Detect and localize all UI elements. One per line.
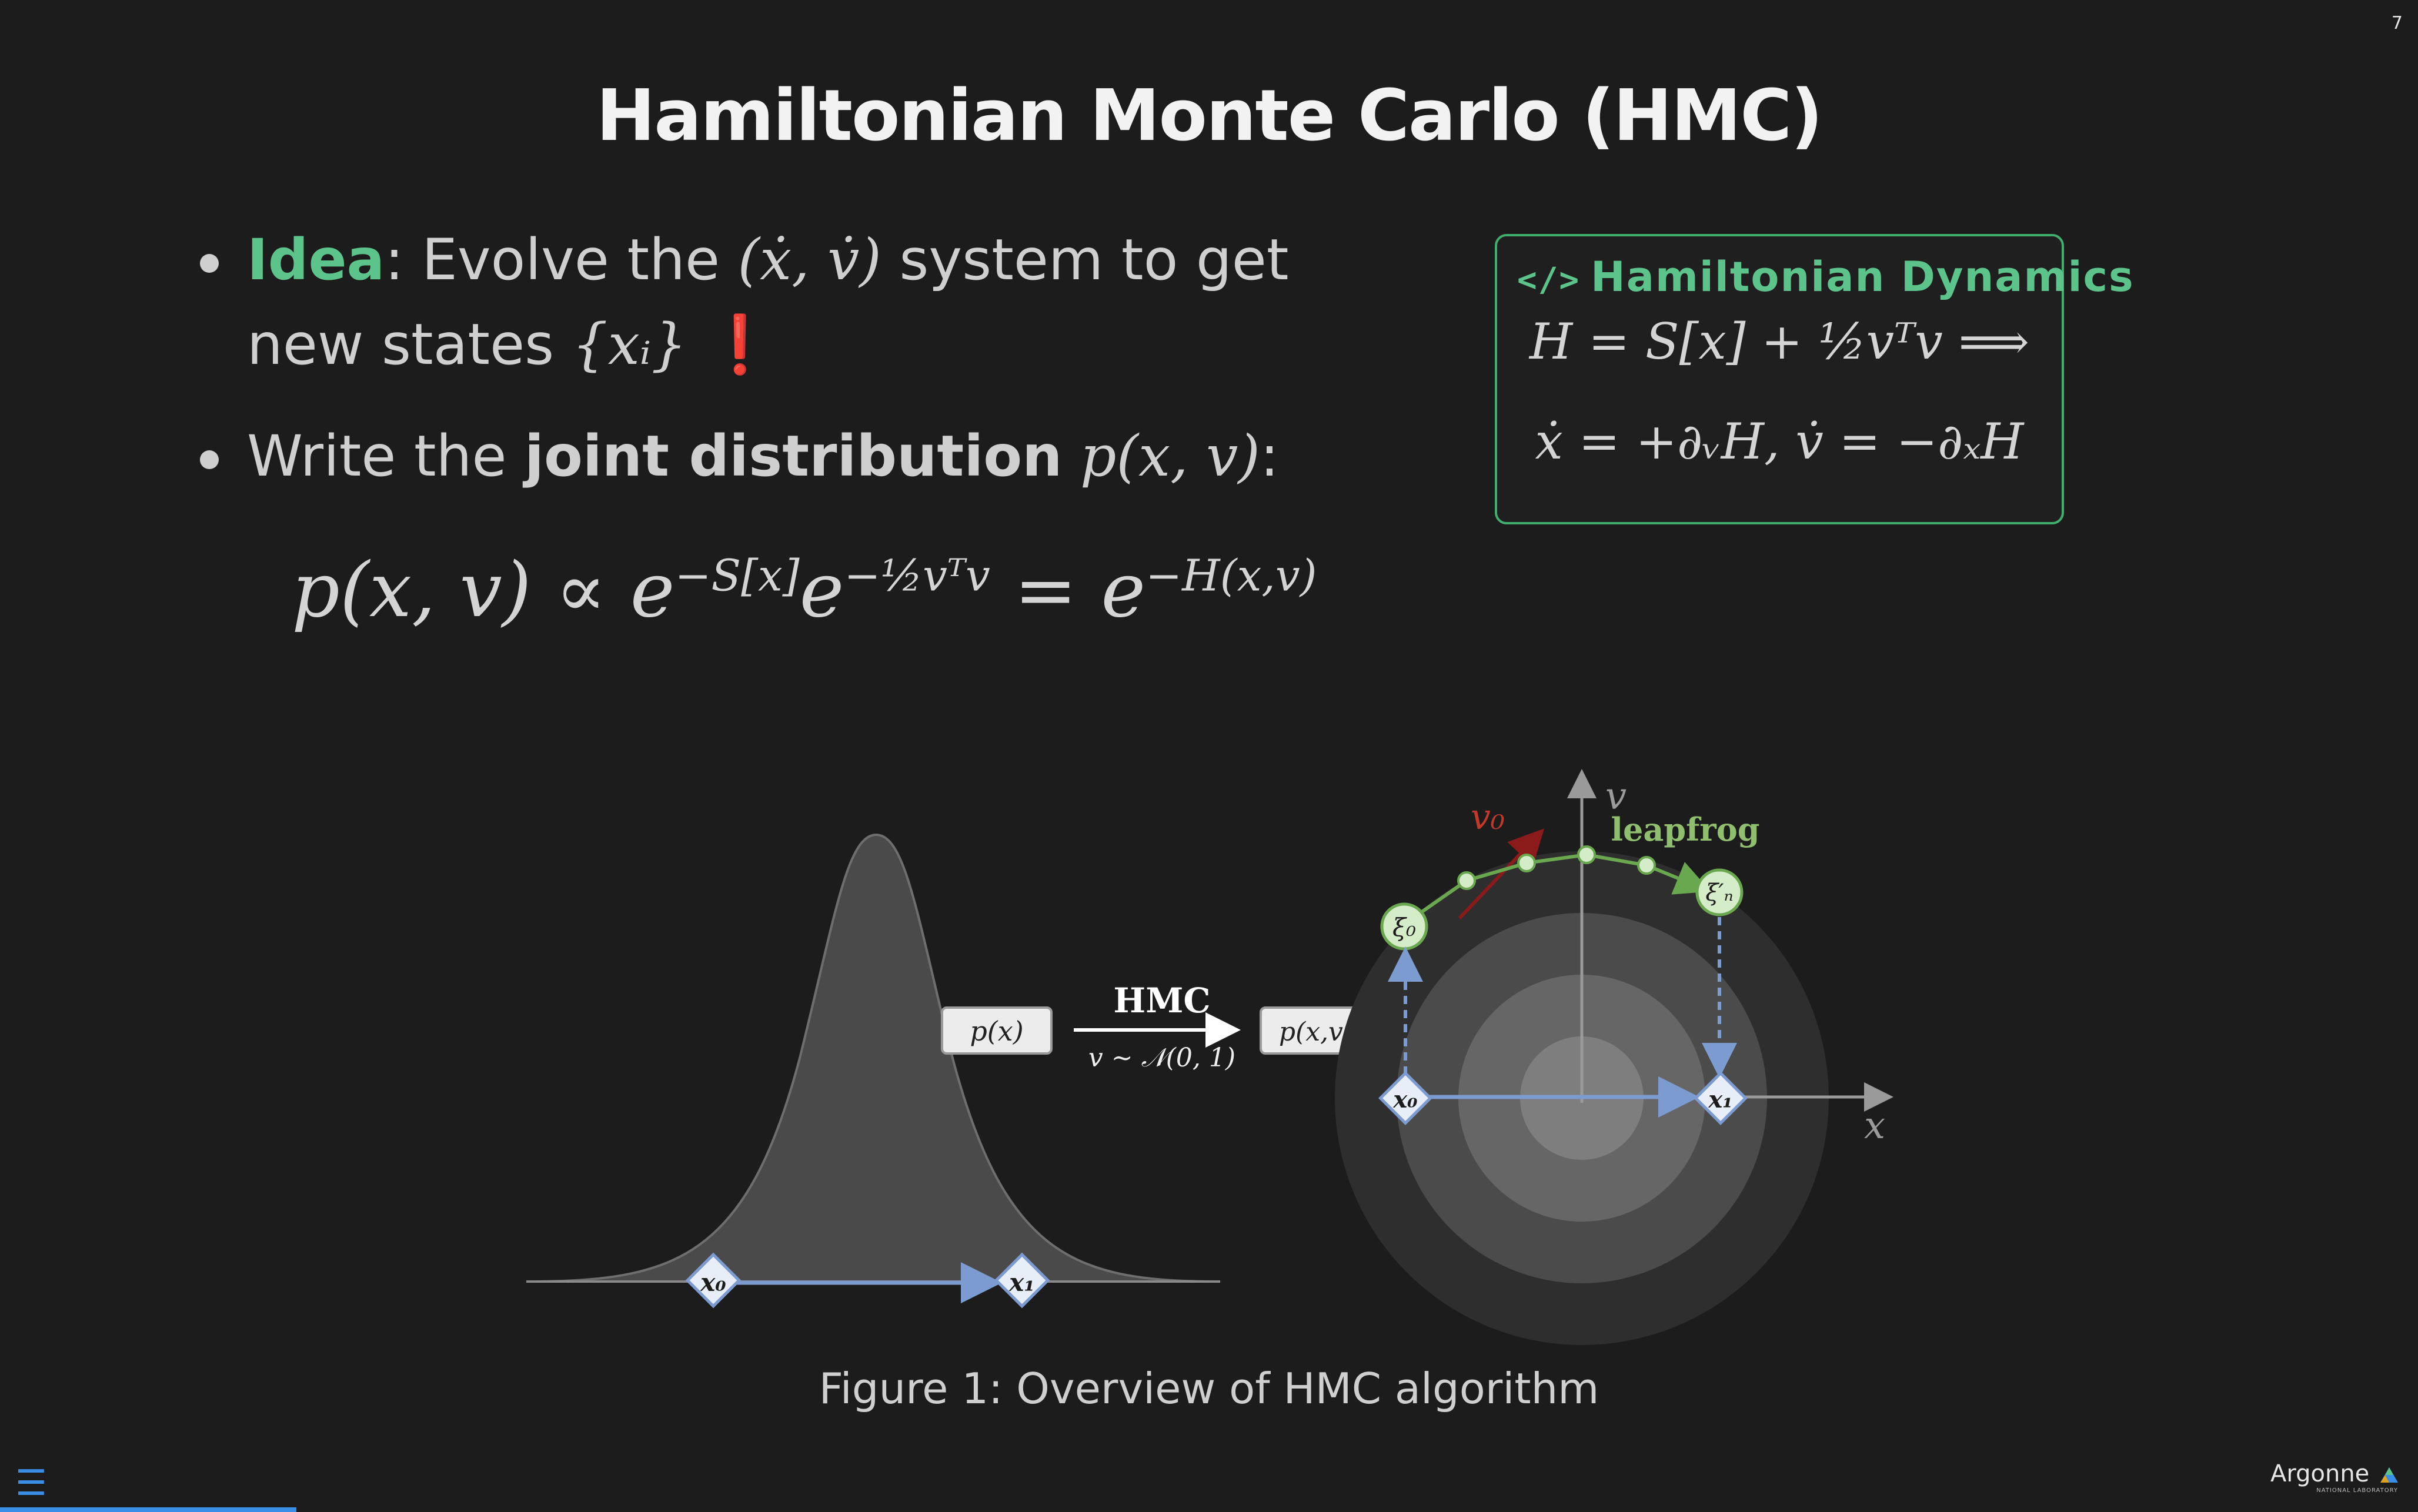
bullet-list: Idea: Evolve the (ẋ, v̇) system to get n… — [200, 218, 1423, 526]
gaussian-density — [526, 833, 1221, 1283]
hmc-arrow-label: HMC — [1113, 981, 1210, 1021]
hmc-arrow-sublabel: v ∼ 𝒩(0, 1) — [1088, 1043, 1235, 1073]
v0-label: v₀ — [1471, 797, 1505, 838]
joint-equation: p(x, v) ∝ e−S[x]e−½vᵀv = e−H(x,v) — [292, 547, 1317, 634]
bullet-idea: Idea: Evolve the (ẋ, v̇) system to get n… — [200, 218, 1423, 387]
v0-arrow — [1458, 828, 1545, 920]
callout-title-text: Hamiltonian Dynamics — [1591, 253, 2135, 301]
idea-label: Idea — [247, 227, 385, 293]
figure-caption: Figure 1: Overview of HMC algorithm — [819, 1364, 1599, 1413]
svg-text:x₀: x₀ — [1392, 1086, 1418, 1113]
idea-math: (ẋ, v̇) — [737, 227, 881, 293]
eq-mid: e — [799, 547, 844, 634]
xiN-node: ξ′ₙ — [1695, 868, 1744, 916]
idea-math-2: {xᵢ} — [572, 312, 687, 377]
callout-equation-1: H = S[x] + ½vᵀv ⟹ — [1529, 313, 2029, 370]
menu-icon[interactable]: ☰ — [15, 1463, 47, 1504]
logo-text: Argonne — [2270, 1460, 2370, 1487]
hamiltonian-dynamics-callout: </> Hamiltonian Dynamics H = S[x] + ½vᵀv … — [1495, 234, 2133, 524]
x1-node-right: x₁ — [1694, 1071, 1748, 1125]
logo-subtext: NATIONAL LABORATORY — [2316, 1487, 2398, 1494]
px-box: p(x) — [941, 1006, 1053, 1055]
svg-text:p(x): p(x) — [970, 1015, 1023, 1047]
joint-bold: joint distribution — [525, 423, 1063, 489]
svg-text:ξ₀: ξ₀ — [1392, 913, 1416, 942]
joint-text-1: Write the — [247, 423, 525, 489]
svg-text:x₁: x₁ — [1008, 1268, 1034, 1297]
idea-text-2: system to get — [881, 227, 1289, 293]
leapfrog-label: leapfrog — [1611, 811, 1759, 848]
joint-math: p(x, v) — [1080, 423, 1260, 489]
x1-node-left: x₁ — [994, 1252, 1050, 1309]
idea-text-3: new states — [247, 312, 572, 377]
callout-equation-2: ẋ = +∂ᵥH, v̇ = −∂ₓH — [1535, 413, 2024, 470]
leapfrog-points — [1457, 845, 1656, 890]
slide-progress-bar — [0, 1507, 296, 1512]
svg-text:ξ′ₙ: ξ′ₙ — [1705, 879, 1733, 906]
svg-text:p(x,v): p(x,v) — [1279, 1017, 1353, 1047]
idea-text-1: : Evolve the — [385, 227, 738, 293]
eq-exp2: −½vᵀv — [844, 550, 990, 601]
code-icon: </> — [1517, 261, 1581, 299]
svg-text:x₀: x₀ — [700, 1268, 726, 1297]
leapfrog-trajectory — [1403, 852, 1711, 926]
joint-colon: : — [1260, 423, 1280, 489]
axis-v-label: v — [1605, 775, 1627, 818]
callout-title: </> Hamiltonian Dynamics — [1517, 253, 2135, 301]
x0-node-right: x₀ — [1378, 1071, 1432, 1125]
argonne-logo: Argonne NATIONAL LABORATORY — [2270, 1460, 2398, 1494]
bullet-joint: Write the joint distribution p(x, v): — [200, 414, 1423, 499]
eq-equals: = e — [990, 547, 1146, 634]
logo-triangle-icon — [2380, 1467, 2398, 1483]
x0-node-left: x₀ — [685, 1252, 742, 1309]
slide-number: 7 — [2391, 13, 2403, 34]
exclamation-icon: ❗ — [704, 312, 776, 377]
axis-x-label: x — [1864, 1104, 1885, 1148]
xi0-node: ξ₀ — [1380, 902, 1428, 951]
eq-lhs: p(x, v) ∝ e — [292, 547, 675, 634]
eq-exp3: −H(x,v) — [1145, 550, 1317, 601]
eq-exp1: −S[x] — [674, 550, 800, 601]
page-title: Hamiltonian Monte Carlo (HMC) — [596, 75, 1823, 157]
svg-text:x₁: x₁ — [1708, 1086, 1732, 1113]
